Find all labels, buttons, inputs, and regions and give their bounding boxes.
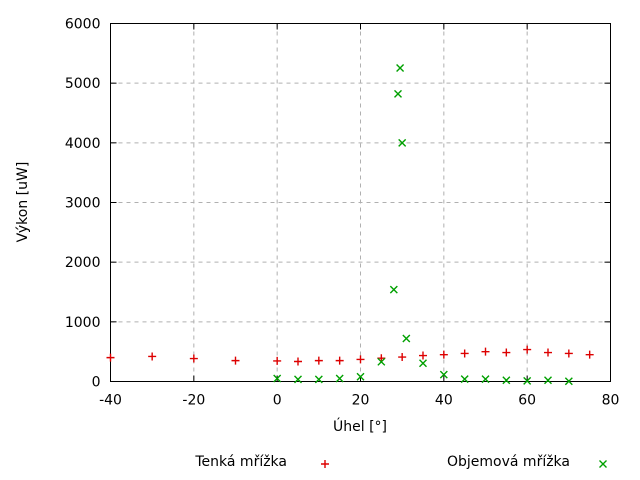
data-point-cross — [396, 63, 405, 72]
legend-label-tenka-mrizka: Tenká mřížka — [195, 454, 287, 470]
y-tick-label: 5000 — [65, 76, 101, 92]
x-tick-label: -20 — [182, 393, 205, 409]
x-axis-title: Úhel [°] — [333, 419, 387, 435]
data-point-plus — [106, 353, 115, 362]
data-point-cross — [377, 357, 386, 366]
data-point-cross — [294, 375, 302, 384]
x-tick-label: 80 — [602, 393, 620, 409]
data-point-plus — [419, 351, 427, 360]
y-tick-label: 1000 — [65, 315, 101, 331]
data-point-plus — [398, 353, 407, 362]
data-point-cross — [460, 375, 469, 384]
data-point-plus — [585, 350, 594, 359]
data-point-cross — [523, 376, 532, 385]
data-point-plus — [356, 355, 365, 364]
data-point-plus — [294, 357, 302, 366]
data-point-plus — [335, 356, 344, 365]
x-tick-label: 20 — [352, 393, 370, 409]
data-point-plus — [439, 350, 448, 359]
y-tick-label: 6000 — [65, 17, 101, 33]
data-point-cross — [398, 138, 407, 147]
data-point-plus — [481, 347, 490, 356]
data-point-cross — [389, 285, 398, 294]
y-axis-title: Výkon [uW] — [15, 161, 31, 243]
data-point-plus — [460, 349, 469, 358]
data-point-plus — [502, 348, 511, 357]
data-point-cross — [439, 370, 448, 379]
y-tick-label: 4000 — [65, 136, 101, 152]
x-tick-label: 40 — [435, 393, 453, 409]
data-point-plus — [189, 354, 198, 363]
data-point-cross — [273, 374, 282, 383]
data-point-plus — [314, 356, 323, 365]
data-point-cross — [394, 89, 402, 98]
data-point-cross — [335, 374, 344, 383]
data-point-plus — [273, 356, 282, 365]
data-point-cross — [402, 334, 411, 343]
x-tick-label: -40 — [99, 393, 122, 409]
data-point-cross — [356, 372, 365, 381]
data-point-cross — [419, 359, 427, 368]
data-point-plus — [148, 352, 157, 361]
y-tick-label: 0 — [92, 375, 101, 391]
data-point-cross — [502, 376, 511, 385]
data-point-cross — [314, 375, 323, 384]
data-point-plus — [544, 348, 552, 357]
data-point-plus — [231, 356, 240, 365]
data-point-plus — [564, 349, 573, 358]
data-point-plus — [523, 345, 532, 354]
legend-marker-cross — [599, 460, 607, 468]
legend-label-objemova-mrizka: Objemová mřížka — [447, 454, 570, 470]
y-tick-label: 2000 — [65, 255, 101, 271]
data-point-cross — [481, 375, 490, 384]
legend-marker-plus — [321, 460, 329, 468]
data-point-cross — [544, 376, 552, 385]
x-tick-label: 60 — [518, 393, 536, 409]
data-point-cross — [564, 377, 573, 386]
x-tick-label: 0 — [273, 393, 282, 409]
y-tick-label: 3000 — [65, 196, 101, 212]
